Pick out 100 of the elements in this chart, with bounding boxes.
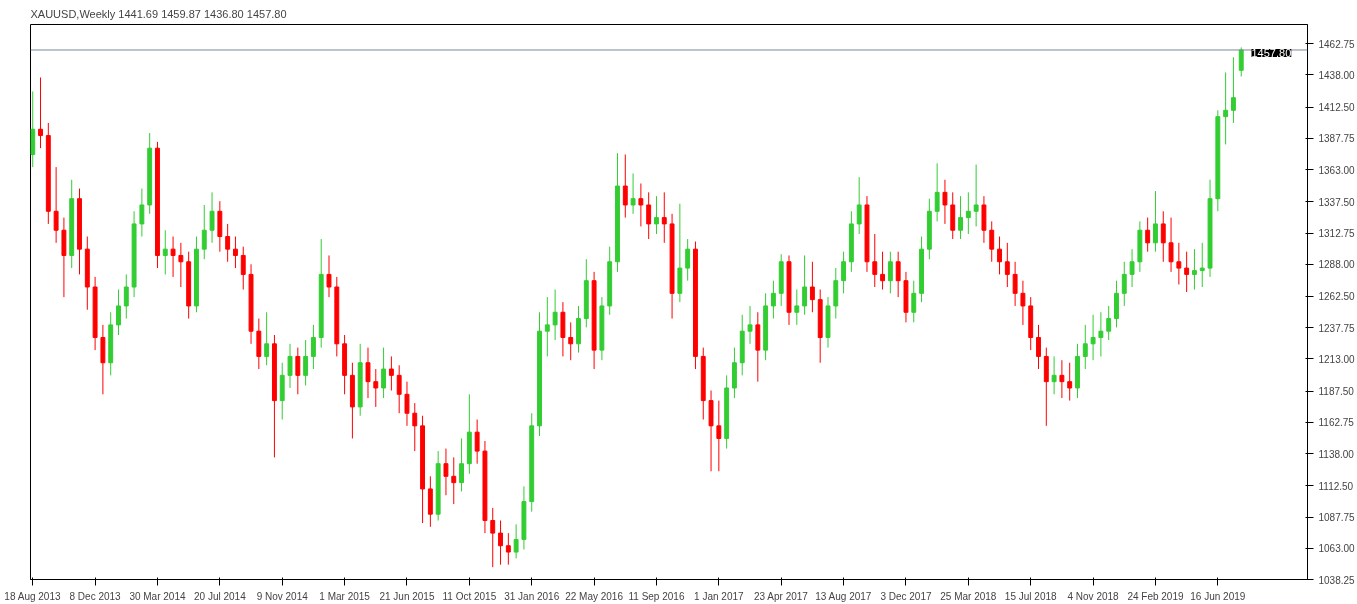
candlestick	[622, 153, 628, 219]
chart-title: XAUUSD,Weekly 1441.69 1459.87 1436.80 1457.80	[30, 7, 287, 20]
candlestick	[396, 364, 402, 414]
candlestick	[513, 523, 519, 559]
candlestick	[544, 296, 550, 357]
y-tick-label: 1038.25	[1318, 574, 1356, 586]
x-tick-label: 8 Dec 2013	[69, 590, 122, 602]
candlestick	[1012, 261, 1018, 307]
candlestick	[365, 347, 371, 399]
candlestick	[1176, 242, 1182, 285]
candlestick	[934, 162, 940, 222]
y-tick-label: 1337.50	[1318, 196, 1356, 208]
y-tick-label: 1262.50	[1318, 291, 1356, 303]
x-tick-label: 11 Oct 2015	[442, 590, 497, 602]
candlestick	[295, 347, 301, 395]
candlestick	[326, 254, 332, 298]
x-tick-label: 31 Jan 2016	[504, 590, 560, 602]
y-tick-label: 1112.50	[1318, 480, 1354, 492]
candlestick	[654, 195, 659, 235]
candlestick	[1129, 248, 1135, 288]
candlestick	[209, 191, 215, 244]
candlestick	[264, 311, 270, 366]
candlestick	[310, 324, 316, 370]
candlestick	[638, 183, 644, 227]
x-tick-label: 16 Jun 2019	[1190, 590, 1246, 602]
y-tick-label: 1237.75	[1318, 322, 1356, 334]
candlestick	[474, 419, 480, 465]
candlestick	[451, 456, 457, 505]
candlestick	[162, 229, 168, 275]
candlestick	[1059, 359, 1065, 399]
candlestick	[139, 188, 145, 238]
x-tick-label: 21 Jun 2015	[379, 590, 435, 602]
x-tick-label: 20 Jul 2014	[194, 590, 247, 602]
y-tick-label: 1063.00	[1318, 543, 1356, 555]
candlestick	[240, 246, 246, 291]
candlestick	[1199, 242, 1205, 288]
candlestick	[1067, 362, 1073, 402]
candlestick	[38, 77, 43, 149]
candlestick	[646, 191, 652, 240]
candlestick	[490, 507, 496, 568]
candlestick	[1192, 248, 1197, 291]
candlestick	[747, 305, 753, 345]
y-tick-label: 1087.75	[1318, 512, 1356, 524]
candlestick	[716, 400, 722, 472]
y-tick-label: 1162.75	[1318, 417, 1355, 429]
candlestick	[1223, 71, 1229, 145]
candlestick	[997, 236, 1002, 275]
x-tick-label: 1 Mar 2015	[319, 590, 371, 602]
candlestick	[568, 321, 574, 361]
y-tick-label: 1387.75	[1318, 133, 1356, 145]
candlestick	[1184, 251, 1190, 293]
candlestick	[412, 402, 418, 452]
candlestick	[1098, 311, 1104, 357]
x-tick-label: 11 Sep 2016	[628, 590, 685, 602]
x-tick-label: 1 Jan 2017	[694, 590, 745, 602]
candlestick	[498, 520, 503, 566]
candlestick	[880, 251, 886, 291]
candlestick	[887, 251, 893, 294]
candlestick	[1121, 261, 1127, 307]
candlestick	[1090, 314, 1096, 361]
candlestick	[1168, 217, 1174, 273]
candlestick	[872, 233, 878, 288]
candlestick	[225, 223, 231, 263]
x-tick-label: 24 Feb 2019	[1127, 590, 1184, 602]
candlestick	[841, 251, 847, 294]
candlestick	[794, 289, 800, 326]
candlestick	[1145, 217, 1151, 253]
x-tick-label: 3 Dec 2017	[880, 590, 932, 602]
candlestick	[170, 236, 176, 278]
y-tick-label: 1187.50	[1318, 386, 1355, 398]
candlestick	[1004, 242, 1010, 288]
candlestick	[973, 164, 979, 227]
candlestick	[685, 238, 691, 282]
candlestick	[802, 254, 808, 316]
candlestick	[388, 355, 394, 391]
candlestick	[661, 191, 667, 244]
candlestick	[373, 368, 379, 408]
x-tick-label: 18 Aug 2013	[4, 590, 61, 602]
x-tick-label: 15 Jul 2018	[1004, 590, 1058, 602]
candlestick	[459, 437, 464, 492]
candlestick	[303, 339, 309, 386]
candlestick	[404, 381, 410, 427]
candlestick	[1153, 190, 1158, 253]
candlestick	[1160, 210, 1166, 263]
candlestick	[201, 204, 207, 260]
candlestick	[53, 166, 59, 244]
candlestick	[942, 179, 948, 225]
candlestick	[911, 280, 917, 323]
candlestick	[1238, 46, 1244, 77]
candlestick	[1051, 355, 1057, 395]
candlestick	[1230, 56, 1236, 124]
x-tick-label: 13 Aug 2017	[815, 590, 872, 602]
x-tick-label: 9 Nov 2014	[256, 590, 309, 602]
y-tick-label: 1138.00	[1318, 448, 1355, 460]
candlestick	[178, 242, 184, 288]
candlestick	[505, 532, 511, 566]
candlestick	[287, 343, 293, 389]
candlestick	[443, 448, 449, 496]
y-tick-label: 1312.75	[1318, 228, 1356, 240]
candlestick	[630, 172, 636, 215]
